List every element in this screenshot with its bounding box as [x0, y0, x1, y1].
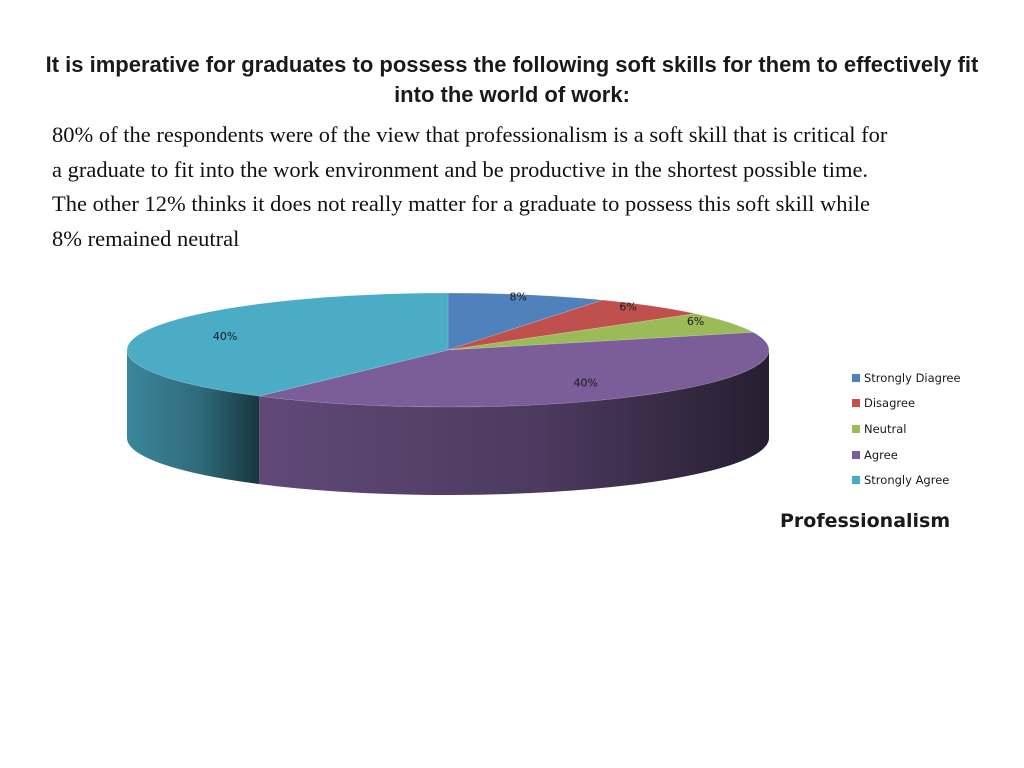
- legend-label: Disagree: [864, 396, 916, 411]
- pie-data-label-2: 6%: [687, 315, 704, 328]
- legend-item-neutral: Neutral: [852, 416, 961, 442]
- legend-item-strongly-agree: Strongly Agree: [852, 467, 961, 493]
- legend-item-disagree: Disagree: [852, 391, 961, 417]
- paragraph-line: 8% remained neutral: [52, 225, 240, 251]
- legend-label: Strongly Diagree: [864, 370, 961, 385]
- legend-swatch: [852, 373, 860, 382]
- legend-label: Neutral: [864, 421, 907, 436]
- legend-swatch: [852, 399, 860, 408]
- legend-swatch: [852, 450, 860, 459]
- pie-slice-3: [259, 332, 770, 408]
- pie-slice-0: [447, 292, 603, 351]
- paragraph-line: a graduate to fit into the work environm…: [52, 156, 869, 182]
- pie-side-3: [259, 350, 769, 495]
- pie-data-label-3: 40%: [574, 377, 598, 390]
- pie-data-label-1: 6%: [619, 300, 636, 313]
- chart-legend: Strongly Diagree Disagree Neutral Agree …: [852, 365, 961, 493]
- legend-label: Strongly Agree: [864, 473, 950, 488]
- paragraph-line: 80% of the respondents were of the view …: [52, 122, 888, 147]
- legend-item-strongly-disagree: Strongly Diagree: [852, 365, 961, 391]
- pie-slice-1: [447, 299, 696, 351]
- legend-swatch: [852, 424, 860, 433]
- summary-paragraph: 80% of the respondents were of the view …: [52, 118, 992, 256]
- legend-item-agree: Agree: [852, 442, 961, 468]
- page-heading: It is imperative for graduates to posses…: [45, 52, 979, 107]
- legend-swatch: [852, 476, 860, 485]
- pie-slice-2: [447, 313, 755, 351]
- pie-slice-4: [126, 292, 449, 397]
- pie-data-label-4: 40%: [213, 330, 237, 343]
- pie-side-4: [127, 350, 260, 485]
- paragraph-line: The other 12% thinks it does not really …: [52, 191, 870, 216]
- chart-title: Professionalism: [780, 510, 951, 532]
- legend-label: Agree: [864, 447, 898, 462]
- pie-data-label-0: 8%: [510, 290, 527, 303]
